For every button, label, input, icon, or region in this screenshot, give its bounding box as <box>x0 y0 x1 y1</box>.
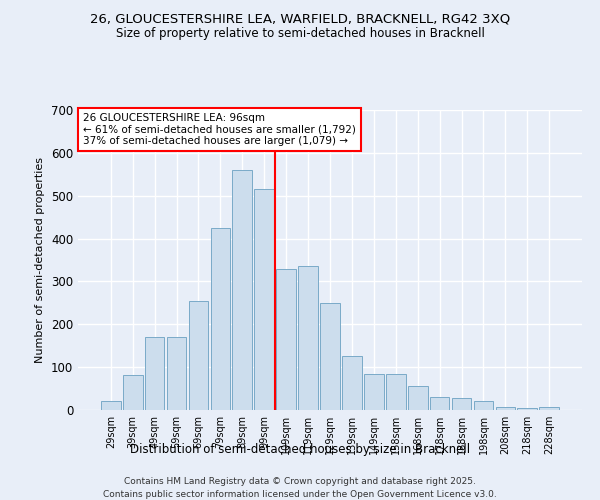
Text: Contains HM Land Registry data © Crown copyright and database right 2025.: Contains HM Land Registry data © Crown c… <box>124 478 476 486</box>
Bar <box>408 386 428 410</box>
Bar <box>386 374 406 410</box>
Bar <box>539 406 559 410</box>
Text: 26, GLOUCESTERSHIRE LEA, WARFIELD, BRACKNELL, RG42 3XQ: 26, GLOUCESTERSHIRE LEA, WARFIELD, BRACK… <box>90 12 510 26</box>
Bar <box>167 337 187 410</box>
Bar <box>430 397 449 410</box>
Text: 26 GLOUCESTERSHIRE LEA: 96sqm
← 61% of semi-detached houses are smaller (1,792)
: 26 GLOUCESTERSHIRE LEA: 96sqm ← 61% of s… <box>83 113 356 146</box>
Bar <box>145 337 164 410</box>
Bar <box>364 374 384 410</box>
Text: Distribution of semi-detached houses by size in Bracknell: Distribution of semi-detached houses by … <box>130 442 470 456</box>
Bar <box>517 408 537 410</box>
Bar <box>276 268 296 410</box>
Bar <box>452 398 472 410</box>
Bar <box>342 356 362 410</box>
Text: Size of property relative to semi-detached houses in Bracknell: Size of property relative to semi-detach… <box>116 28 484 40</box>
Bar <box>320 303 340 410</box>
Bar <box>101 402 121 410</box>
Bar <box>211 228 230 410</box>
Bar <box>473 402 493 410</box>
Bar <box>496 406 515 410</box>
Bar <box>254 190 274 410</box>
Bar <box>188 300 208 410</box>
Bar <box>298 266 318 410</box>
Bar <box>232 170 252 410</box>
Text: Contains public sector information licensed under the Open Government Licence v3: Contains public sector information licen… <box>103 490 497 499</box>
Bar <box>123 375 143 410</box>
Y-axis label: Number of semi-detached properties: Number of semi-detached properties <box>35 157 46 363</box>
